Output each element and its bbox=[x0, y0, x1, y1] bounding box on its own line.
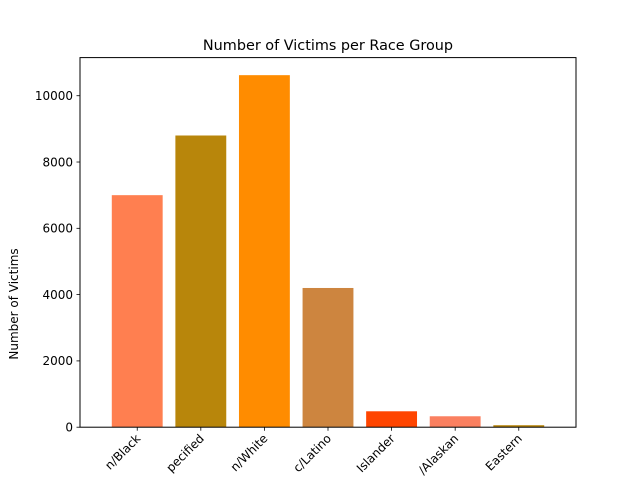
plot-frame bbox=[79, 57, 577, 428]
y-axis-label: Number of Victims bbox=[7, 248, 21, 359]
x-tick-label: n/White bbox=[228, 431, 271, 474]
x-tick-label: Eastern bbox=[483, 431, 525, 473]
x-tick-label: n/Black bbox=[102, 431, 143, 472]
bar-1 bbox=[175, 135, 227, 428]
x-tick-label: Islander bbox=[354, 431, 398, 475]
y-tick-label: 10000 bbox=[35, 89, 73, 103]
bar-0 bbox=[111, 195, 163, 428]
y-axis-ticks: 0 2000 4000 6000 8000 10000 bbox=[35, 89, 80, 435]
bar-3 bbox=[302, 287, 354, 428]
bar-4 bbox=[366, 411, 418, 428]
y-tick-label: 8000 bbox=[42, 155, 73, 169]
y-tick-label: 6000 bbox=[42, 222, 73, 236]
y-tick-label: 4000 bbox=[42, 288, 73, 302]
bar-5 bbox=[429, 416, 481, 428]
x-tick-label: c/Latino bbox=[291, 431, 335, 475]
y-tick-label: 2000 bbox=[42, 354, 73, 368]
x-axis-ticks: n/Black pecified n/White c/Latino Islander/A… bbox=[102, 427, 525, 477]
chart-title: Number of Victims per Race Group bbox=[203, 38, 453, 54]
bar-2 bbox=[238, 75, 290, 428]
x-tick-label: pecified bbox=[163, 431, 206, 474]
y-tick-label: 0 bbox=[65, 421, 73, 435]
bar-6 bbox=[493, 425, 545, 428]
bars-group bbox=[111, 75, 545, 428]
x-tick-label: /Alaskan bbox=[415, 431, 461, 477]
